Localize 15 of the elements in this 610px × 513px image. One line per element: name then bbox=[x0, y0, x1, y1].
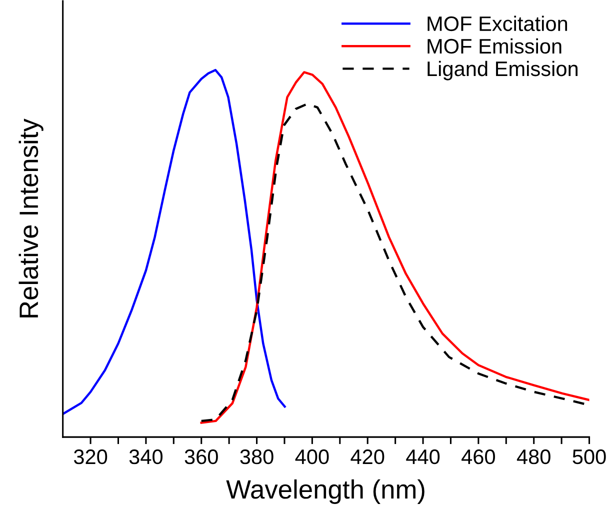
x-tick-label: 320 bbox=[74, 449, 108, 464]
x-axis-title: Wavelength (nm) bbox=[226, 479, 424, 504]
x-tick-label: 440 bbox=[406, 449, 440, 464]
legend-label: MOF Emission bbox=[428, 38, 562, 54]
legend-label: Ligand Emission bbox=[428, 60, 578, 80]
x-tick-label: 400 bbox=[295, 449, 329, 464]
x-tick-label: 500 bbox=[572, 449, 606, 464]
legend-label: MOF Excitation bbox=[428, 16, 568, 32]
x-tick-label: 420 bbox=[350, 449, 384, 464]
x-tick-label: 340 bbox=[129, 449, 163, 464]
x-tick-label: 480 bbox=[516, 449, 550, 464]
y-axis-title: Relative Intensity bbox=[18, 118, 44, 318]
x-tick-label: 380 bbox=[240, 449, 274, 464]
x-tick-label: 360 bbox=[184, 449, 218, 464]
x-tick-label: 460 bbox=[462, 449, 495, 464]
